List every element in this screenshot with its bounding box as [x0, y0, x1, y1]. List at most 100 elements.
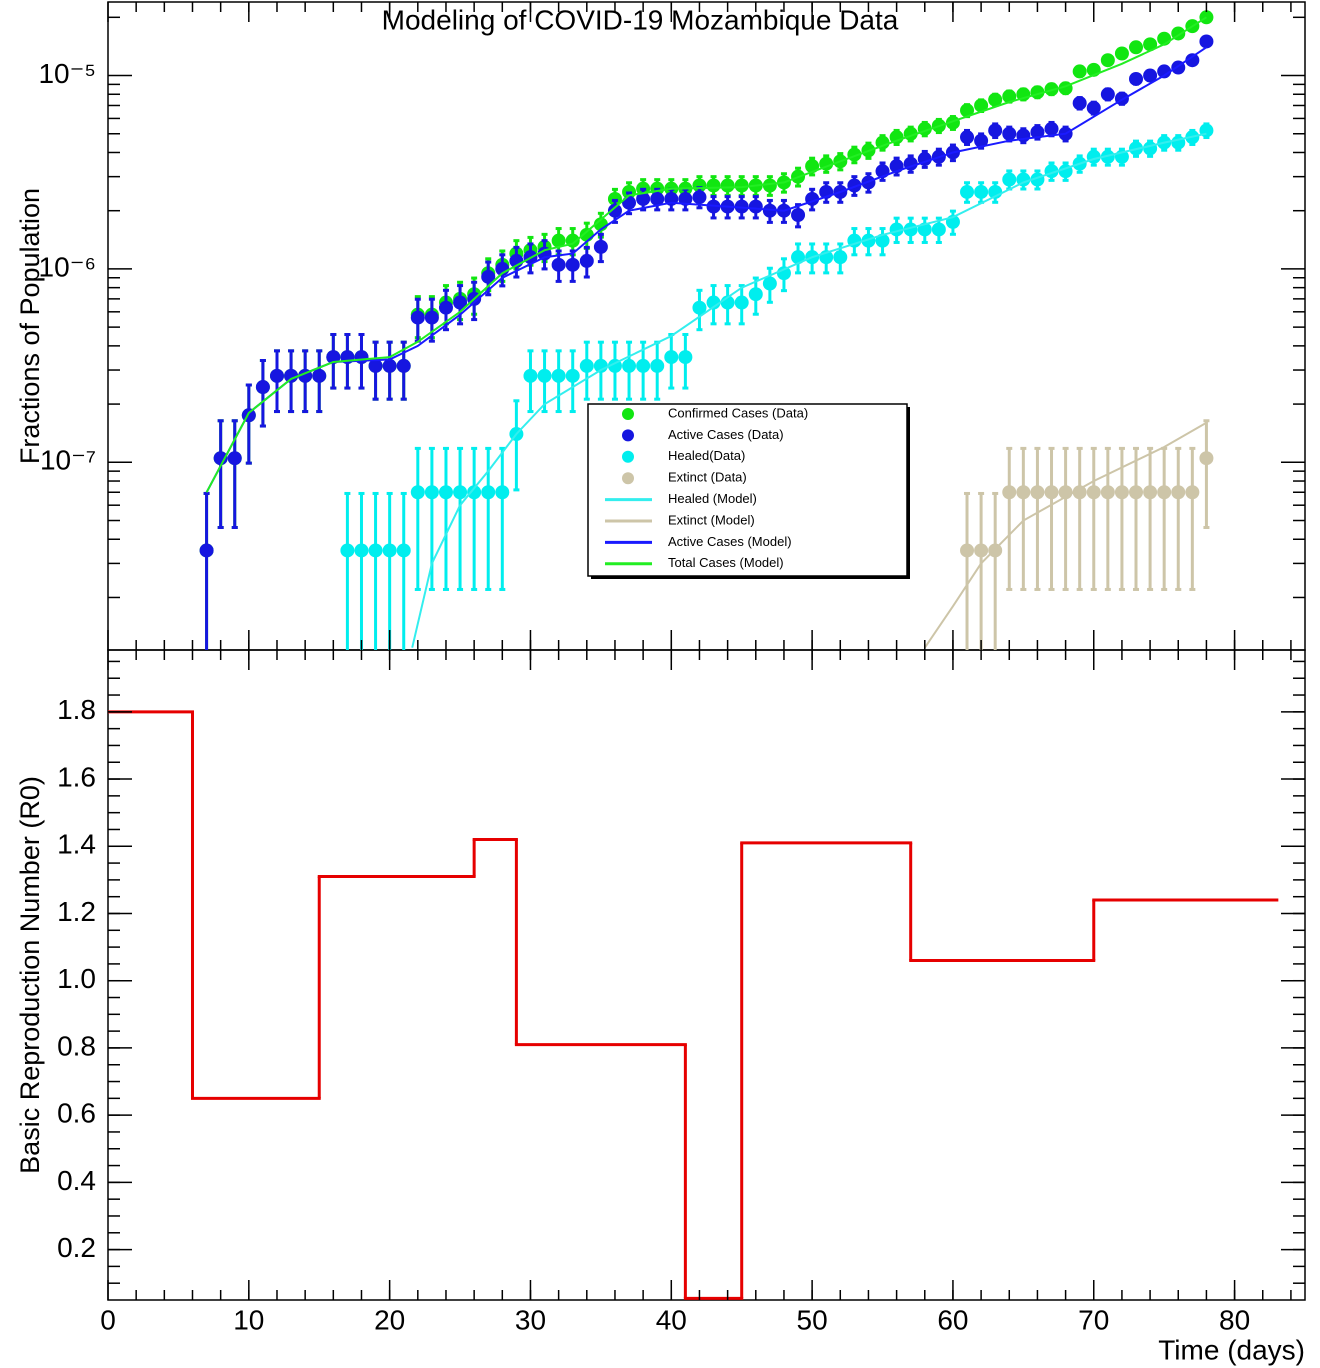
model-line: [205, 46, 1207, 493]
data-point: [791, 208, 806, 223]
data-point: [1002, 485, 1017, 500]
legend-marker: [622, 450, 634, 463]
legend-label: Confirmed Cases (Data): [668, 405, 808, 420]
data-point: [1100, 485, 1115, 500]
data-point: [664, 350, 679, 365]
data-point: [1129, 485, 1144, 500]
data-point: [861, 233, 876, 248]
data-point: [481, 269, 496, 284]
data-point: [960, 103, 975, 118]
data-point: [1016, 485, 1031, 500]
data-point: [1072, 96, 1087, 111]
data-point: [706, 295, 721, 310]
data-point: [1143, 68, 1158, 83]
data-point: [988, 92, 1003, 107]
data-point: [199, 543, 214, 558]
data-point: [1199, 34, 1214, 49]
data-point: [213, 451, 228, 466]
data-point: [762, 178, 777, 193]
data-point: [960, 543, 975, 558]
data-point: [269, 368, 284, 383]
data-point: [734, 199, 749, 214]
x-tick-label: 10: [233, 1304, 264, 1335]
data-point: [396, 358, 411, 373]
x-tick-label: 80: [1219, 1304, 1250, 1335]
model-line: [205, 16, 1207, 493]
data-point: [974, 184, 989, 199]
y-tick-label: 10⁻⁷: [40, 445, 96, 476]
data-point: [762, 276, 777, 291]
data-point: [974, 133, 989, 148]
data-point: [791, 250, 806, 265]
y-tick-label: 1.2: [57, 896, 96, 927]
y-tick-label: 10⁻⁶: [39, 251, 96, 282]
data-point: [227, 451, 242, 466]
data-point: [974, 98, 989, 113]
data-point: [1100, 87, 1115, 102]
data-point: [1100, 53, 1115, 68]
data-point: [438, 300, 453, 315]
data-point: [1100, 149, 1115, 164]
legend-label: Active Cases (Model): [668, 534, 792, 549]
legend-label: Healed(Data): [668, 448, 745, 463]
data-point: [410, 310, 425, 325]
bottom-plot: [108, 710, 1279, 1300]
legend-label: Extinct (Data): [668, 470, 747, 485]
y-tick-label: 1.6: [57, 761, 96, 792]
x-tick-label: 20: [374, 1304, 405, 1335]
y-tick-label: 1.8: [57, 694, 96, 725]
y-axis-title: Fractions of Population: [15, 188, 45, 464]
data-point: [551, 368, 566, 383]
data-point: [396, 543, 411, 558]
data-point: [579, 253, 594, 268]
data-point: [974, 543, 989, 558]
data-point: [636, 191, 651, 206]
data-point: [537, 368, 552, 383]
data-point: [706, 178, 721, 193]
bottom-frame: [107, 649, 1306, 1301]
data-point: [678, 350, 693, 365]
data-point: [354, 543, 369, 558]
data-point: [1044, 82, 1059, 97]
data-point: [368, 358, 383, 373]
data-point: [622, 358, 637, 373]
data-point: [748, 287, 763, 302]
data-point: [636, 358, 651, 373]
data-point: [889, 130, 904, 145]
data-point: [453, 485, 468, 500]
data-point: [875, 233, 890, 248]
data-point: [960, 130, 975, 145]
data-point: [650, 358, 665, 373]
data-point: [1185, 485, 1200, 500]
data-point: [776, 266, 791, 281]
data-point: [593, 358, 608, 373]
legend-marker: [622, 472, 634, 485]
data-point: [931, 222, 946, 237]
data-point: [481, 485, 496, 500]
data-point: [1157, 485, 1172, 500]
data-point: [1072, 64, 1087, 79]
data-point: [692, 300, 707, 315]
x-tick-label: 0: [100, 1304, 116, 1335]
data-point: [1086, 100, 1101, 115]
data-point: [988, 123, 1003, 138]
data-point: [960, 184, 975, 199]
data-point: [593, 239, 608, 254]
x-tick-label: 70: [1078, 1304, 1109, 1335]
data-point: [340, 543, 355, 558]
y-tick-label: 10⁻⁵: [38, 58, 96, 89]
data-point: [1086, 485, 1101, 500]
legend-label: Healed (Model): [668, 491, 757, 506]
data-point: [410, 485, 425, 500]
top-plot: [199, 10, 1214, 650]
data-point: [1072, 485, 1087, 500]
data-point: [1143, 37, 1158, 52]
data-point: [467, 485, 482, 500]
data-point: [720, 178, 735, 193]
data-point: [495, 485, 510, 500]
data-point: [1171, 485, 1186, 500]
data-point: [565, 368, 580, 383]
data-point: [565, 257, 580, 272]
y-tick-label: 1.0: [57, 963, 96, 994]
